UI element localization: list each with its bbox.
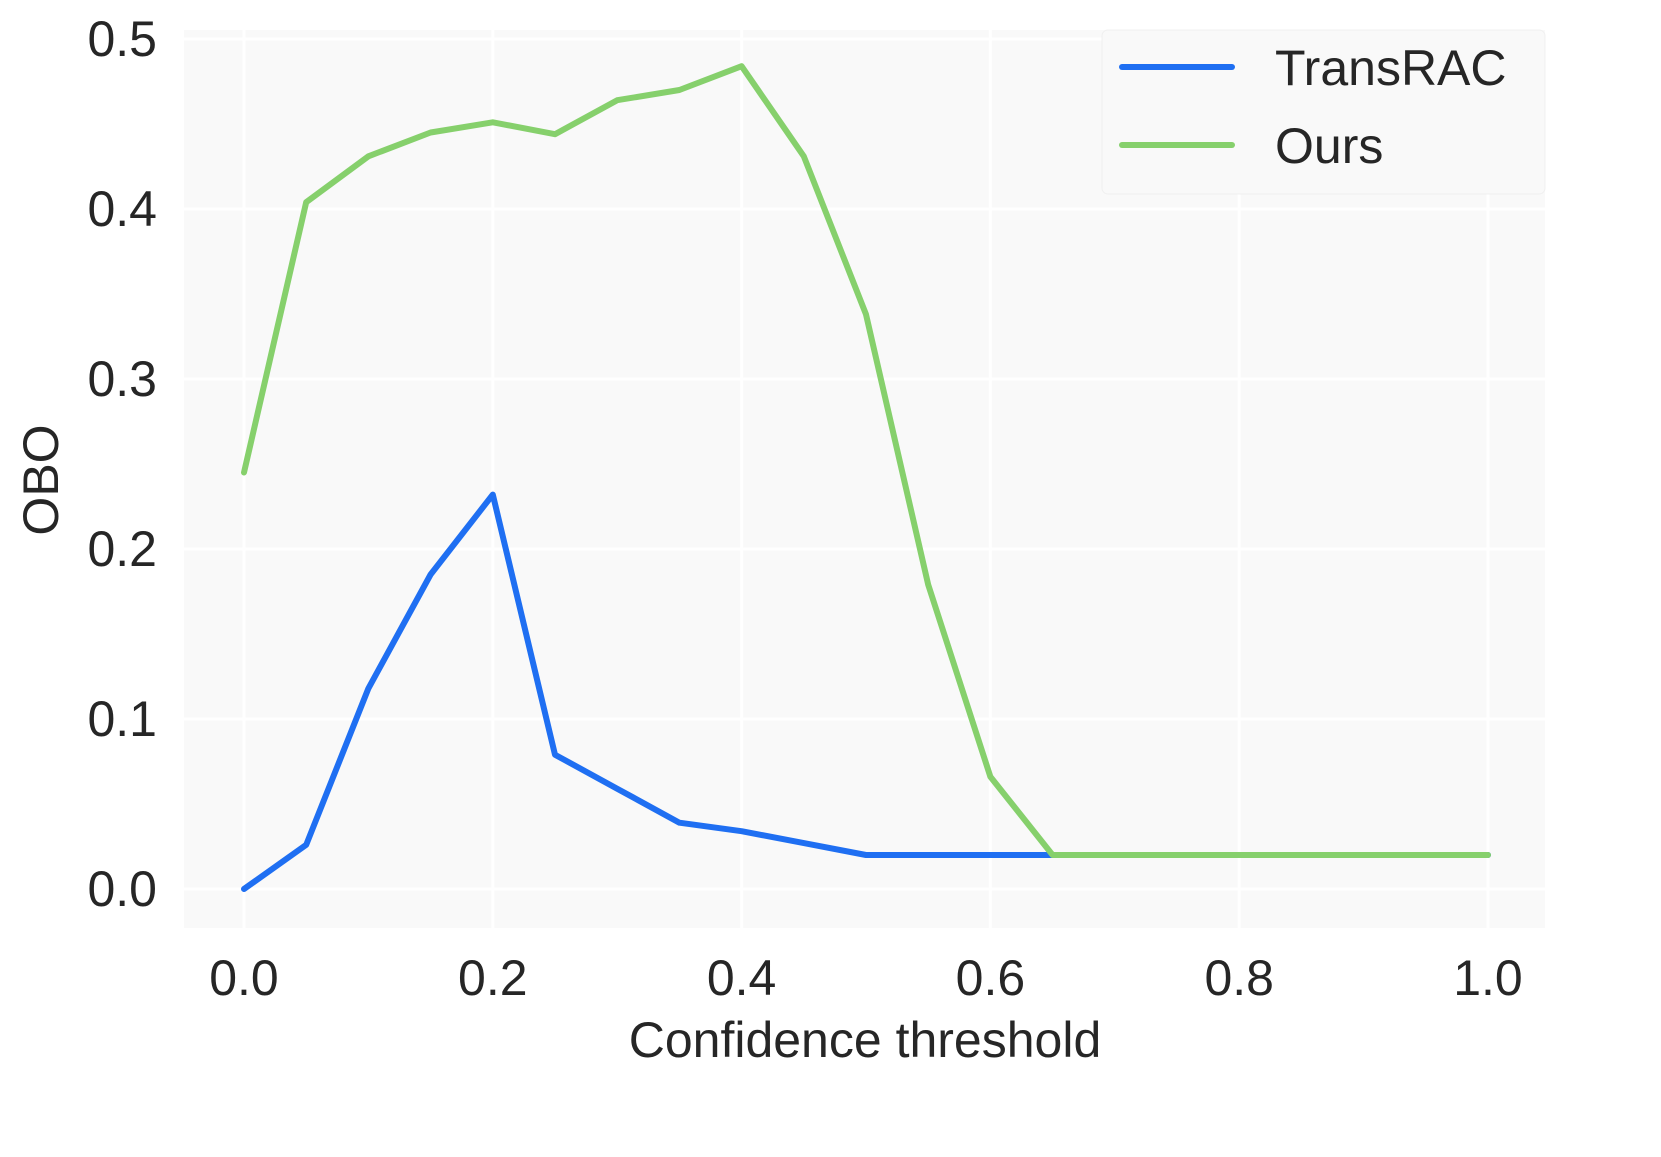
- legend-label-transrac: TransRAC: [1275, 40, 1507, 96]
- x-tick-label: 0.0: [209, 950, 279, 1006]
- legend-label-ours: Ours: [1275, 118, 1383, 174]
- y-tick-label: 0.3: [87, 351, 157, 407]
- legend: TransRAC Ours: [1102, 30, 1545, 194]
- x-tick-label: 0.4: [707, 950, 777, 1006]
- y-ticks: 0.0 0.1 0.2 0.3 0.4 0.5: [87, 11, 157, 917]
- y-tick-label: 0.5: [87, 11, 157, 67]
- x-tick-label: 0.8: [1204, 950, 1274, 1006]
- x-tick-label: 1.0: [1453, 950, 1523, 1006]
- x-tick-label: 0.2: [458, 950, 528, 1006]
- x-axis-label: Confidence threshold: [629, 1012, 1102, 1068]
- y-tick-label: 0.2: [87, 521, 157, 577]
- y-tick-label: 0.4: [87, 181, 157, 237]
- x-ticks: 0.0 0.2 0.4 0.6 0.8 1.0: [209, 950, 1523, 1006]
- y-tick-label: 0.0: [87, 861, 157, 917]
- y-tick-label: 0.1: [87, 691, 157, 747]
- x-tick-label: 0.6: [956, 950, 1026, 1006]
- y-axis-label: OBO: [13, 424, 69, 535]
